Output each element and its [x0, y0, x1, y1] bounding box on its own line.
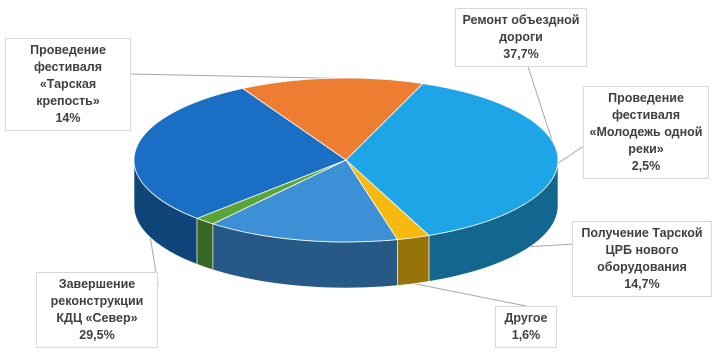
pie-slice-side-1	[397, 235, 430, 286]
slice-label-name: Получение Тарской ЦРБ нового оборудовани…	[581, 226, 703, 274]
slice-label-name: Другое	[504, 311, 548, 325]
slice-label-percent: 37,7%	[503, 47, 539, 61]
slice-label-name: Проведение фестиваля «Тарская крепость»	[30, 43, 106, 108]
slice-label-name: Ремонт объездной дороги	[462, 13, 580, 44]
pie-slice-4	[133, 87, 347, 219]
slice-label-hospital-equipment: Получение Тарской ЦРБ нового оборудовани…	[572, 221, 712, 297]
slice-label-percent: 1,6%	[511, 328, 541, 342]
leader-line-5	[130, 73, 332, 79]
slice-label-name: Проведение фестиваля «Молодежь одной рек…	[589, 91, 703, 156]
slice-label-percent: 2,5%	[631, 159, 661, 173]
pie-slice-0	[345, 83, 559, 236]
slice-label-tara-festival: Проведение фестиваля «Тарская крепость» …	[5, 38, 131, 131]
slice-label-name: Завершение реконструкции КДЦ «Север»	[50, 277, 144, 325]
slice-label-youth-festival: Проведение фестиваля «Молодежь одной рек…	[583, 86, 709, 179]
slice-label-percent: 29,5%	[79, 328, 115, 342]
pie-slice-side-3	[196, 217, 214, 271]
slice-label-other: Другое 1,6%	[495, 306, 557, 348]
pie-slice-5	[241, 77, 424, 161]
pie-slices	[133, 77, 559, 289]
slice-label-percent: 14%	[55, 111, 81, 125]
slice-label-percent: 14,7%	[624, 277, 660, 291]
slice-label-road-repair: Ремонт объездной дороги 37,7%	[455, 8, 587, 67]
slice-label-kdc-reconstruction: Завершение реконструкции КДЦ «Север» 29,…	[36, 272, 158, 348]
pie-slice-2	[211, 159, 399, 243]
